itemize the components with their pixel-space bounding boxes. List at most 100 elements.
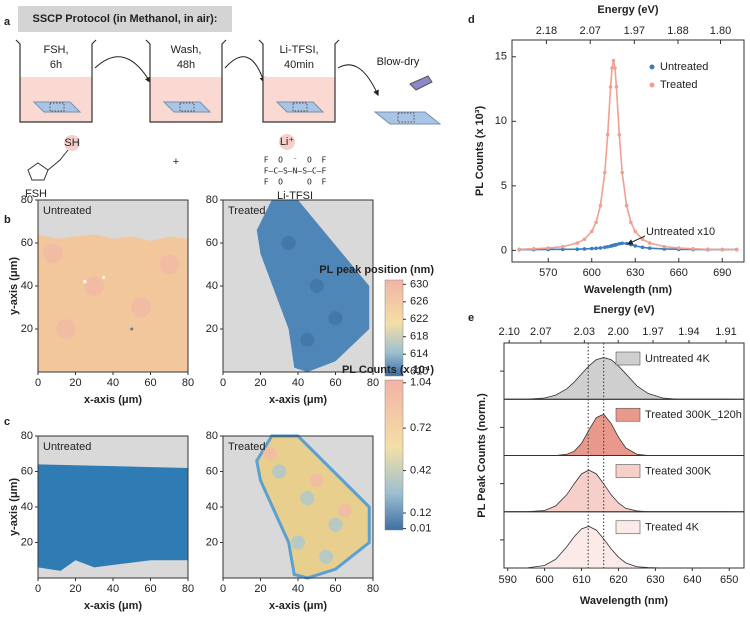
dryer [409, 75, 433, 91]
substrate [162, 101, 212, 113]
protocol-title: SSCP Protocol (in Methanol, in air): [33, 13, 218, 25]
row-frame [503, 455, 745, 513]
x-tick-label: 600 [535, 574, 553, 586]
map-feature [130, 327, 134, 331]
map-annotation: Treated [228, 205, 266, 217]
y-tick-label: 20 [206, 536, 218, 548]
molecule-label: Li-TFSI [277, 190, 313, 202]
x2-tick-label: 2.03 [574, 326, 595, 338]
data-point [546, 246, 551, 250]
y-tick-label: 80 [206, 194, 218, 206]
annotation-arrow [626, 235, 646, 245]
panel-label: c [4, 416, 10, 428]
data-point [624, 203, 629, 208]
data-point [734, 247, 739, 252]
substrate [32, 101, 82, 113]
substrate [275, 101, 325, 113]
y-tick-label: 5 [501, 180, 507, 192]
data-point [620, 241, 624, 246]
x-tick-label: 0 [220, 583, 226, 595]
bond [47, 149, 69, 171]
colorbar-tick-label: 626 [410, 296, 428, 308]
data-point [676, 246, 681, 250]
colorbar-tick-label: 614 [410, 348, 428, 360]
legend-swatch [615, 464, 641, 478]
legend-swatch [615, 351, 641, 366]
x-axis-label: x-axis (μm) [84, 394, 142, 406]
arrow [224, 56, 266, 84]
map-feature [328, 517, 343, 532]
data-point [560, 247, 565, 252]
data-point [598, 203, 603, 208]
map-feature [337, 503, 352, 518]
annotation: Untreated x10 [646, 226, 715, 238]
data-point [582, 237, 587, 242]
y-tick-label: 60 [206, 237, 218, 249]
y-tick-label: 80 [206, 430, 218, 442]
data-point [598, 246, 603, 250]
step-label: Li-TFSI, [279, 44, 318, 56]
y-axis-label: PL Peak Counts (norm.) [476, 393, 488, 518]
map-feature [56, 319, 76, 339]
map-feature [300, 491, 315, 506]
data-point [629, 220, 633, 225]
map-feature [300, 332, 315, 347]
colorbar-title: PL peak position (nm) [319, 264, 434, 276]
colorbar-tick-label: 630 [410, 278, 428, 290]
data-point [691, 247, 696, 251]
liquid [263, 77, 335, 122]
map-feature [291, 535, 305, 550]
y-tick-label: 0 [501, 244, 507, 256]
x-tick-label: 600 [583, 267, 601, 279]
colorbar-tick-label: 0.01 [410, 522, 431, 534]
y-tick-label: 20 [21, 323, 33, 335]
x-tick-label: 80 [367, 583, 379, 595]
x-axis-label: x-axis (μm) [84, 600, 142, 612]
data-point [662, 244, 667, 249]
y-tick-label: 15 [495, 51, 507, 63]
legend-label: Untreated [660, 61, 708, 73]
beaker [145, 39, 227, 123]
x-tick-label: 80 [182, 377, 194, 389]
plot-frame [511, 39, 745, 263]
colorbar-tick-label: 610 [410, 366, 428, 378]
data-point [614, 85, 619, 89]
structure-row: F O ⁻ O F [264, 156, 327, 165]
x-tick-label: 610 [572, 574, 590, 586]
y-tick-label: 40 [206, 501, 218, 513]
data-point [613, 66, 617, 70]
x-tick-label: 690 [713, 267, 731, 279]
x-tick-label: 20 [69, 583, 81, 595]
x2-axis-label: Energy (eV) [593, 304, 654, 316]
x-tick-label: 20 [254, 583, 266, 595]
data-point [640, 237, 645, 242]
legend-swatch [615, 407, 641, 422]
colorbar-tick-label: 0.12 [410, 507, 431, 519]
map-feature [83, 279, 87, 284]
map-feature [102, 275, 106, 279]
map-feature [262, 446, 277, 461]
legend-swatch [615, 520, 641, 535]
y-tick-label: 60 [206, 465, 218, 477]
x-axis-label: Wavelength (nm) [584, 284, 673, 296]
map-region [38, 464, 188, 571]
x2-tick-label: 2.07 [580, 25, 601, 37]
panel-label: d [468, 14, 475, 26]
colorbar-tick-label: 1.04 [410, 377, 431, 389]
data-point [640, 245, 645, 250]
map-annotation: Untreated [43, 205, 91, 217]
legend-label: Treated [660, 79, 698, 91]
map-feature [328, 311, 343, 326]
colorbar-tick-label: 0.72 [410, 422, 431, 434]
data-point [531, 247, 536, 251]
x-tick-label: 630 [626, 267, 644, 279]
data-point [603, 170, 607, 175]
y-tick-label: 40 [21, 501, 33, 513]
data-point [633, 244, 638, 248]
map-feature [309, 473, 324, 488]
data-point [582, 247, 587, 251]
data-point [617, 132, 622, 137]
map-feature [43, 243, 63, 264]
step-label: 48h [177, 59, 195, 71]
x2-tick-label: 2.07 [530, 326, 551, 338]
